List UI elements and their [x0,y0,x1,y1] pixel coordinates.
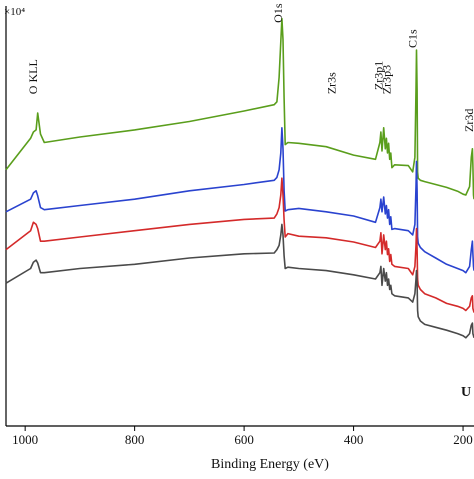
peak-label: O1s [271,3,285,23]
peak-label: Zr3s [325,72,339,94]
series-line-3 [5,177,474,313]
x-tick-label: 600 [234,432,254,447]
series-line-4 [5,223,474,339]
truncated-label: U [461,385,471,400]
x-tick-label: 800 [125,432,145,447]
x-tick-label: 400 [344,432,364,447]
y-scale-label: ×10⁴ [4,6,25,18]
x-ticks: 1000 800 600 400 200 [12,426,473,447]
x-tick-label: 200 [453,432,473,447]
peak-label: Zr3p1 [372,61,386,90]
peak-label: C1s [406,29,420,48]
peak-label: O KLL [26,59,40,94]
peak-label: Zr3d [462,109,474,132]
series-lines [5,17,474,339]
peak-label: Zr3p3 [379,65,393,94]
series-line-2 [5,127,474,274]
x-tick-label: 1000 [12,432,38,447]
x-axis-label: Binding Energy (eV) [211,457,329,472]
series-line-1 [5,17,474,200]
